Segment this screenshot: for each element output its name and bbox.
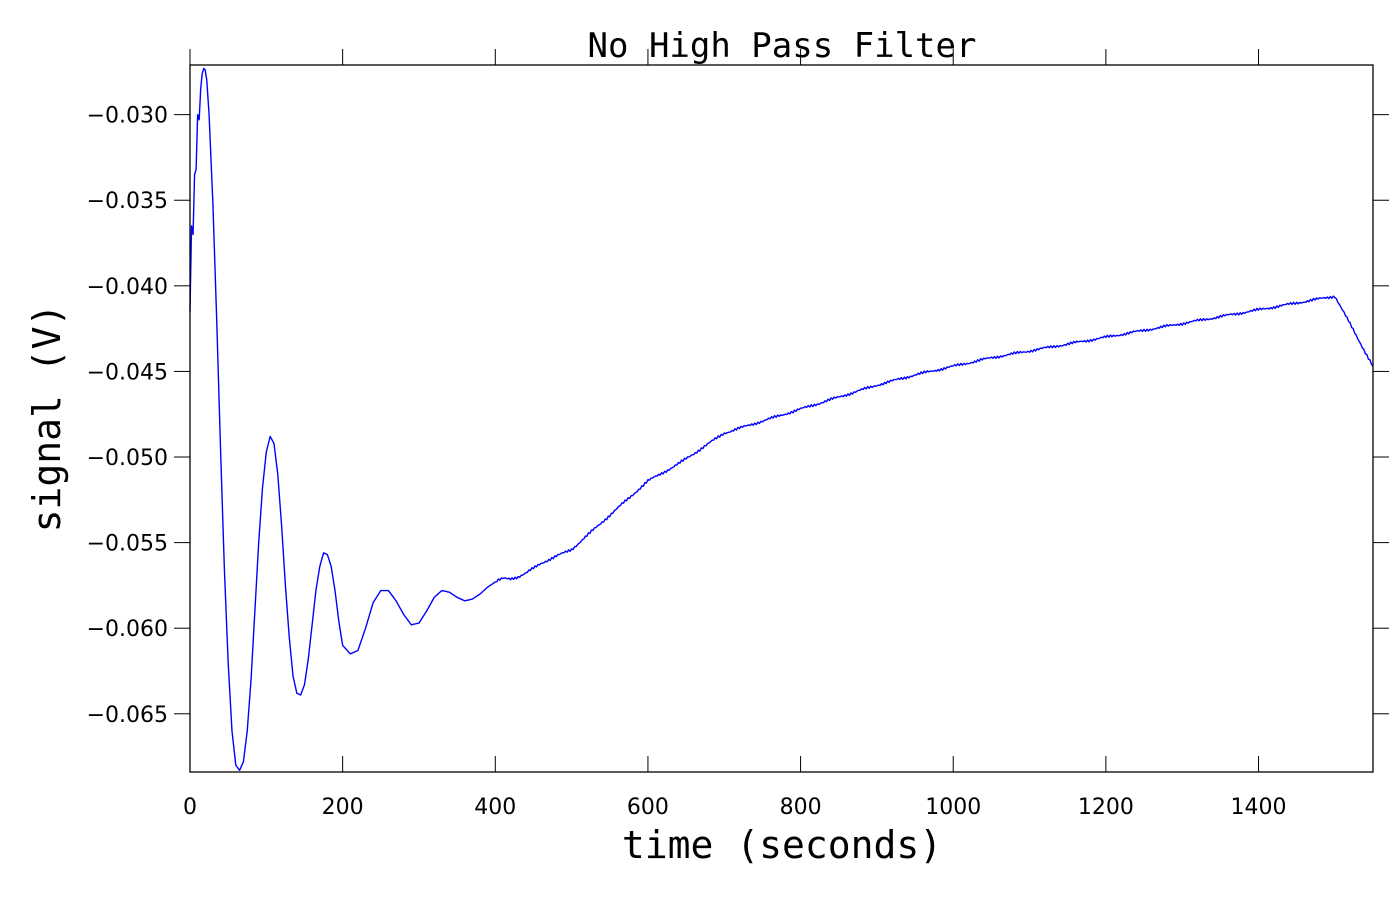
x-tick-label: 1400 <box>1231 795 1287 820</box>
y-tick-label: −0.045 <box>87 360 168 385</box>
plot-frame <box>189 64 1374 773</box>
x-tick-label: 1200 <box>1078 795 1134 820</box>
y-tick-label: −0.055 <box>87 532 168 557</box>
x-tick-label: 400 <box>474 795 516 820</box>
y-tick-label: −0.065 <box>87 703 168 728</box>
x-axis: 0 200 400 600 800 1000 1200 1400 <box>183 49 1287 820</box>
y-tick-label: −0.050 <box>87 446 168 471</box>
x-axis-label: time (seconds) <box>622 823 942 867</box>
plot-area <box>189 67 1374 771</box>
series-line-0 <box>189 67 1374 771</box>
x-tick-label: 200 <box>322 795 364 820</box>
chart-title: No High Pass Filter <box>588 26 977 66</box>
y-tick-label: −0.030 <box>87 104 168 129</box>
y-tick-label: −0.035 <box>87 189 168 214</box>
y-axis-label: signal (V) <box>25 304 69 533</box>
x-tick-label: 1000 <box>925 795 981 820</box>
y-axis: −0.030 −0.035 −0.040 −0.045 −0.050 −0.055 −0.0… <box>87 104 1389 728</box>
y-tick-label: −0.060 <box>87 617 168 642</box>
x-tick-label: 0 <box>183 795 197 820</box>
x-tick-label: 800 <box>780 795 822 820</box>
x-tick-label: 600 <box>627 795 669 820</box>
y-tick-label: −0.040 <box>87 275 168 300</box>
